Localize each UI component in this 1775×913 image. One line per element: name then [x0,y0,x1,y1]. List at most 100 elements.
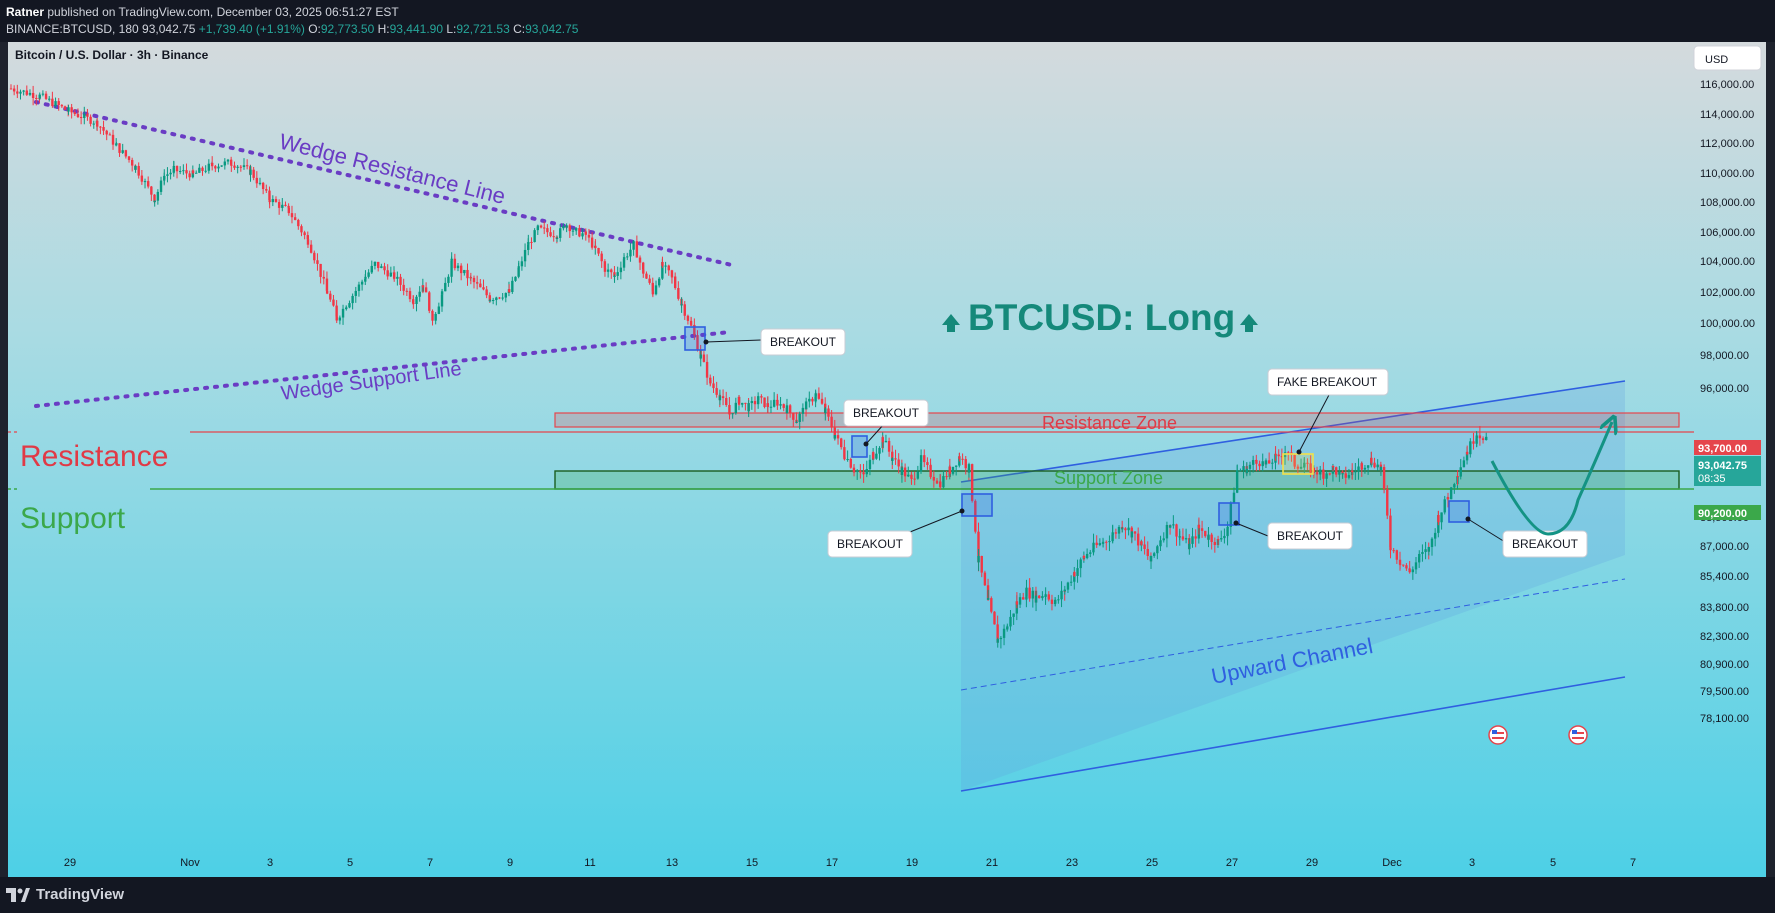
candle-body [689,324,693,326]
candle-body [1331,465,1335,468]
time-tick-label: 21 [986,857,998,869]
symbol-label: BINANCE:BTCUSD, 180 [6,22,139,36]
event-flag-icon[interactable] [1488,725,1508,745]
candle-body [274,199,278,203]
event-flag-icon[interactable] [1568,725,1588,745]
price-change: +1,739.40 (+1.91%) [198,22,305,36]
candle-body [1421,552,1424,554]
candle-body [169,172,172,175]
candle-body [622,259,626,268]
candle-body [114,144,118,146]
support-label: Support [20,502,126,535]
candle-body [1271,462,1274,464]
candle-body [319,263,322,277]
candle-body [367,272,370,277]
candle-body [996,639,999,643]
candle-body [258,182,262,184]
candle-body [772,399,776,407]
candle-body [1101,541,1105,543]
candle-body [475,282,479,284]
price-axis[interactable]: 118,000.00116,000.00114,000.00112,000.00… [1700,50,1755,725]
candle-body [1121,528,1124,530]
candle-body [1159,540,1162,547]
candle-body [677,288,680,299]
candle-body [1341,471,1344,474]
candle-body [1156,546,1159,554]
candle-body [1216,539,1220,541]
candle-body [364,276,367,279]
brand[interactable]: TradingView [6,886,124,903]
candle-body [16,91,19,94]
candle-body [373,261,377,263]
price-chart[interactable]: 118,000.00116,000.00114,000.00112,000.00… [0,42,1775,877]
candle-body [559,228,562,238]
candle-body [766,403,770,408]
candle-body [115,143,118,145]
candle-body [217,166,220,169]
candle-body [1389,515,1392,548]
candle-body [616,272,619,276]
candle-body [1210,534,1213,542]
candle-body [1175,524,1178,537]
candle-body [1437,515,1440,523]
price-tick-label: 116,000.00 [1700,79,1754,91]
candle-body [865,469,868,475]
candle-body [335,316,338,321]
candle-body [587,234,591,238]
candle-body [393,272,396,279]
candle-body [737,396,741,405]
candle-body [86,113,89,117]
candle-body [1002,628,1006,638]
candle-body [1079,559,1082,569]
candle-body [1200,528,1204,531]
open-value: 92,773.50 [320,22,375,36]
candle-body [332,299,335,306]
price-tag-support: 90,200.00 [1694,505,1761,520]
tradingview-logo-icon [6,887,30,902]
fake-breakout-text: FAKE BREAKOUT [1277,375,1378,389]
candle-body [1117,526,1121,534]
time-tick-label: Nov [180,857,200,869]
chart-title: Bitcoin / U.S. Dollar · 3h · Binance [15,48,209,62]
candle-body [1006,626,1009,629]
candle-body [1287,452,1290,454]
currency-button[interactable] [1693,45,1762,71]
candle-body [466,269,469,279]
candle-body [1280,456,1284,458]
candle-body [242,165,246,168]
candle-body [60,105,64,107]
breakout-markers [684,326,1470,526]
candle-body [102,126,105,131]
candle-body [1363,467,1367,470]
candle-body [236,166,239,168]
time-tick-label: 19 [906,857,918,869]
candle-body [185,170,188,174]
candle-body [501,297,504,299]
candle-body [546,228,549,233]
candle-body [1114,532,1118,534]
candle-body [1264,460,1268,465]
breakout-label-1: BREAKOUT [703,328,846,356]
breakout-box [684,326,706,351]
candle-body [635,241,639,258]
candle-body [1031,590,1035,599]
candle-body [1124,528,1127,531]
candle-body [702,354,706,362]
candle-body [479,283,482,288]
headline-text: BTCUSD: Long [968,297,1235,338]
price-tick-label: 96,000.00 [1700,383,1749,395]
candle-body [1258,463,1261,467]
candle-body [954,465,958,467]
candle-body [1226,526,1229,529]
candle-body [1379,467,1383,471]
candle-body [1009,616,1012,627]
candle-body [1050,599,1054,604]
low-label: L: [446,22,457,36]
author-name[interactable]: Ratner [6,5,45,19]
time-axis[interactable]: 29 Nov 3 5 7 9 11 13 15 17 19 21 23 25 27 29 Dec 3 5 7 [64,857,1636,869]
candle-body [1232,492,1236,504]
candle-body [533,230,536,243]
candle-body [96,120,99,127]
candle-body [255,177,259,184]
candle-body [1338,471,1341,475]
